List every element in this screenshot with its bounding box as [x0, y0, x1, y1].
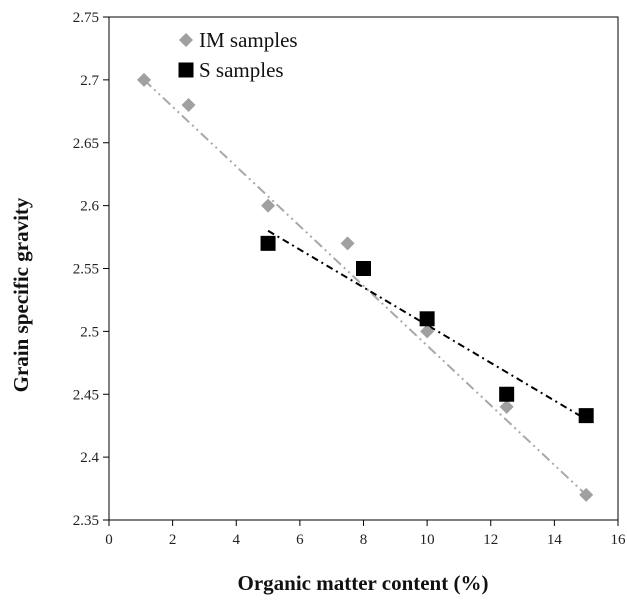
x-tick-label: 4	[233, 532, 241, 548]
y-tick-label: 2.35	[73, 513, 99, 529]
y-tick-label: 2.65	[73, 136, 99, 152]
legend-label-1: S samples	[199, 58, 284, 82]
point-series-0	[340, 236, 355, 251]
point-series-0	[181, 98, 196, 113]
y-tick-label: 2.4	[80, 450, 99, 466]
tick-labels: 0 2 4 6 8 10 12 14 16 2.35 2.4 2.45 2.5 2.55 2.6 2.65 2.…	[73, 10, 626, 548]
x-tick-label: 6	[296, 532, 304, 548]
x-tick-label: 8	[360, 532, 368, 548]
point-series-1	[499, 386, 515, 402]
point-series-0	[261, 198, 276, 213]
trendline-series-1	[267, 229, 587, 421]
x-tick-label: 14	[547, 532, 563, 548]
y-tick-label: 2.45	[73, 387, 99, 403]
point-series-0	[499, 399, 514, 414]
y-tick-label: 2.75	[73, 10, 99, 26]
point-series-0	[420, 324, 435, 339]
legend-label-0: IM samples	[199, 28, 298, 52]
y-tick-label: 2.7	[80, 73, 99, 89]
x-tick-label: 16	[611, 532, 627, 548]
legend-marker-1	[178, 62, 194, 78]
y-axis-label: Grain specific gravity	[9, 197, 33, 392]
x-tick-label: 2	[169, 532, 177, 548]
point-series-1	[260, 235, 276, 251]
point-series-0	[136, 72, 151, 87]
y-tick-label: 2.6	[80, 199, 99, 215]
legend: IM samples S samples	[178, 28, 298, 82]
point-series-1	[419, 311, 435, 327]
y-tick-label: 2.55	[73, 262, 99, 278]
trendline-series-0	[143, 79, 587, 496]
point-series-1	[578, 408, 594, 424]
point-series-1	[356, 261, 371, 276]
legend-marker-0	[179, 33, 193, 47]
y-tick-label: 2.5	[80, 324, 99, 340]
x-tick-label: 0	[105, 532, 113, 548]
x-tick-label: 12	[483, 532, 498, 548]
point-series-0	[579, 487, 594, 502]
x-tick-label: 10	[420, 532, 435, 548]
x-axis-label: Organic matter content (%)	[238, 571, 489, 595]
data-marks	[136, 72, 594, 502]
